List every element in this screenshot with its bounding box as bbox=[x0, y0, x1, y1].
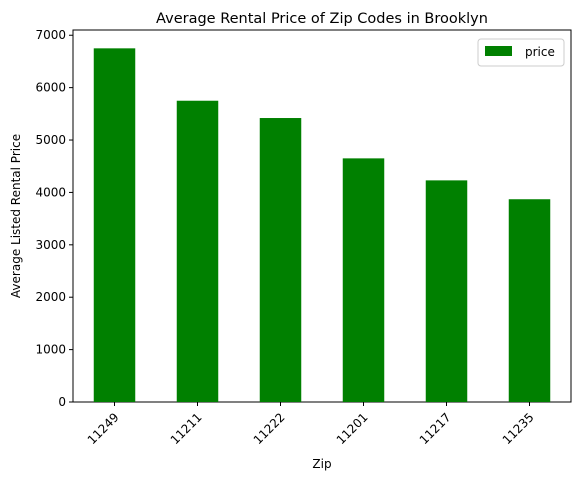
y-tick-label: 5000 bbox=[35, 133, 66, 147]
legend-swatch-price bbox=[485, 46, 512, 56]
y-tick-label: 1000 bbox=[35, 343, 66, 357]
y-tick-label: 0 bbox=[58, 395, 66, 409]
y-tick-label: 3000 bbox=[35, 238, 66, 252]
x-axis: 11249 11211 11222 11201 11217 11235 bbox=[85, 402, 537, 447]
y-tick-label: 4000 bbox=[35, 185, 66, 199]
plot-frame bbox=[72, 29, 572, 403]
y-tick-label: 2000 bbox=[35, 290, 66, 304]
legend: price bbox=[477, 38, 565, 67]
bars-group bbox=[93, 48, 551, 403]
bar-11249 bbox=[93, 48, 136, 403]
y-tick-label: 6000 bbox=[35, 81, 66, 95]
x-tick-label-11217: 11217 bbox=[417, 410, 454, 447]
x-tick-label-11222: 11222 bbox=[251, 410, 288, 447]
x-tick-label-11249: 11249 bbox=[85, 410, 122, 447]
x-tick-label-11211: 11211 bbox=[168, 410, 205, 447]
bar-11235 bbox=[508, 199, 551, 402]
bar-11201 bbox=[342, 158, 385, 402]
x-tick-label-11235: 11235 bbox=[500, 410, 537, 447]
y-axis-label: Average Listed Rental Price bbox=[9, 134, 23, 298]
plot-area: 0 1000 2000 3000 4000 5000 6000 7000 11249 11211… bbox=[35, 28, 572, 447]
chart-title: Average Rental Price of Zip Codes in Bro… bbox=[156, 11, 488, 27]
x-tick-label-11201: 11201 bbox=[334, 410, 371, 447]
y-tick-label: 7000 bbox=[35, 28, 66, 42]
bar-11222 bbox=[259, 118, 302, 403]
y-axis: 0 1000 2000 3000 4000 5000 6000 7000 bbox=[35, 28, 73, 409]
bar-11211 bbox=[176, 100, 219, 402]
legend-label-price: price bbox=[525, 45, 555, 59]
bar-11217 bbox=[425, 180, 468, 402]
legend-box bbox=[477, 38, 565, 67]
x-axis-label: Zip bbox=[312, 457, 331, 471]
